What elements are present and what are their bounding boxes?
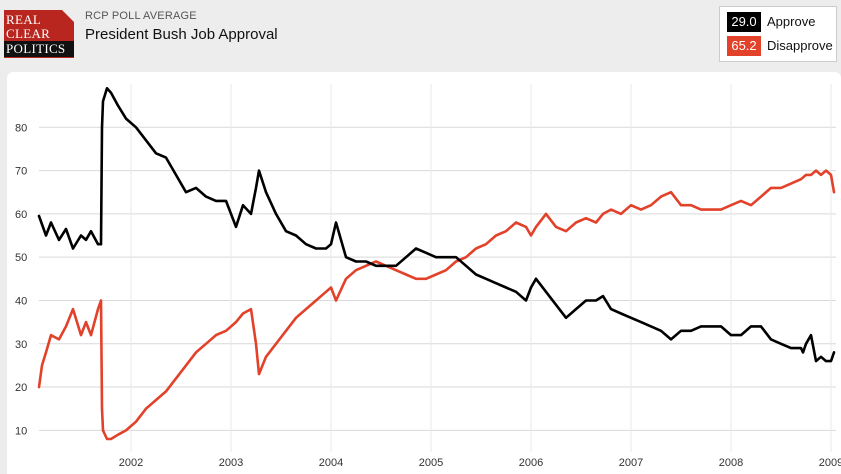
y-tick-label: 70 xyxy=(15,166,27,178)
y-tick-label: 40 xyxy=(15,295,27,307)
y-tick-label: 20 xyxy=(15,382,27,394)
x-tick-label: 2009 xyxy=(819,457,841,469)
line-chart: 10 20 30 40 50 60 70 80 2002 2003 2004 2005 2006 2007… xyxy=(15,84,841,469)
legend-label-approve: Approve xyxy=(767,14,816,29)
y-tick-label: 80 xyxy=(15,122,27,134)
x-tick-label: 2002 xyxy=(119,457,143,469)
x-tick-label: 2004 xyxy=(319,457,343,469)
x-tick-label: 2008 xyxy=(719,457,743,469)
y-tick-label: 30 xyxy=(15,339,27,351)
logo-word-real: REAL xyxy=(6,12,42,27)
logo-fold xyxy=(62,10,74,22)
legend-item-disapprove[interactable]: 65.2 Disapprove xyxy=(727,36,833,56)
legend-item-approve[interactable]: 29.0 Approve xyxy=(727,12,815,32)
logo-word-clear: CLEAR xyxy=(6,26,51,41)
legend-value-approve: 29.0 xyxy=(727,12,761,32)
chart-legend: 29.0 Approve 65.2 Disapprove xyxy=(719,6,837,62)
y-tick-label: 50 xyxy=(15,252,27,264)
series-line-approve xyxy=(37,86,836,363)
series-line-disapprove xyxy=(37,169,836,441)
chart-header: REAL CLEAR POLITICS RCP POLL AVERAGE Pre… xyxy=(0,0,841,72)
chart-title: President Bush Job Approval xyxy=(85,26,278,43)
x-tick-label: 2007 xyxy=(619,457,643,469)
x-tick-label: 2006 xyxy=(519,457,543,469)
y-tick-label: 10 xyxy=(15,425,27,437)
x-tick-label: 2003 xyxy=(219,457,243,469)
logo-word-politics: POLITICS xyxy=(4,41,74,57)
y-tick-label: 60 xyxy=(15,209,27,221)
x-tick-label: 2005 xyxy=(419,457,443,469)
chart-supertitle: RCP POLL AVERAGE xyxy=(85,10,197,22)
realclearpolitics-logo[interactable]: REAL CLEAR POLITICS xyxy=(4,10,74,58)
plot-area: 10 20 30 40 50 60 70 80 2002 2003 2004 2005 2006 2007… xyxy=(7,72,841,474)
legend-label-disapprove: Disapprove xyxy=(767,38,833,53)
legend-value-disapprove: 65.2 xyxy=(727,36,761,56)
